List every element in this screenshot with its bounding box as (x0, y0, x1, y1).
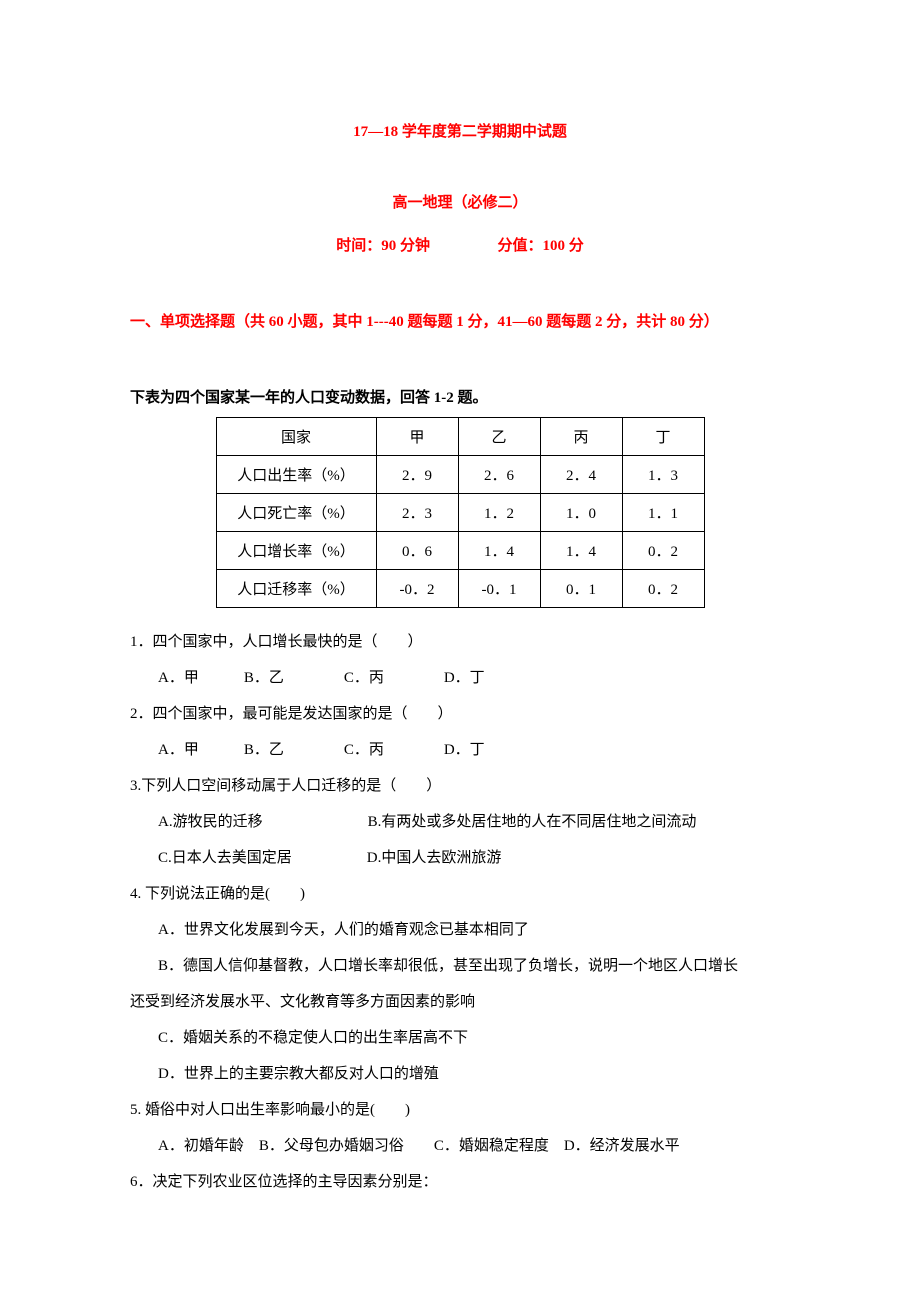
table-cell: 2．3 (376, 494, 458, 532)
question-options: A．甲 B．乙 C．丙 D．丁 (130, 660, 790, 696)
table-cell: -0．2 (376, 570, 458, 608)
table-row: 人口死亡率（%） 2．3 1．2 1．0 1．1 (216, 494, 704, 532)
question-option-line: A.游牧民的迁移 B.有两处或多处居住地的人在不同居住地之间流动 (130, 804, 790, 840)
table-cell: 1．1 (622, 494, 704, 532)
exam-score: 分值：100 分 (498, 238, 584, 254)
question-option-line: 还受到经济发展水平、文化教育等多方面因素的影响 (130, 984, 790, 1020)
question-block: 3.下列人口空间移动属于人口迁移的是（ ） A.游牧民的迁移 B.有两处或多处居… (130, 768, 790, 876)
question-block: 2．四个国家中，最可能是发达国家的是（ ） A．甲 B．乙 C．丙 D．丁 (130, 696, 790, 768)
table-cell: -0．1 (458, 570, 540, 608)
question-option-line: D．世界上的主要宗教大都反对人口的增殖 (130, 1056, 790, 1092)
table-cell: 0．1 (540, 570, 622, 608)
exam-time: 时间：90 分钟 (336, 238, 430, 254)
table-cell: 2．9 (376, 456, 458, 494)
question-option-line: C．婚姻关系的不稳定使人口的出生率居高不下 (130, 1020, 790, 1056)
table-cell: 人口死亡率（%） (216, 494, 376, 532)
question-text: 4. 下列说法正确的是( ) (130, 876, 790, 912)
table-cell: 0．2 (622, 532, 704, 570)
question-text: 3.下列人口空间移动属于人口迁移的是（ ） (130, 768, 790, 804)
table-cell: 人口迁移率（%） (216, 570, 376, 608)
table-cell: 1．4 (540, 532, 622, 570)
question-text: 5. 婚俗中对人口出生率影响最小的是( ) (130, 1092, 790, 1128)
table-cell: 1．4 (458, 532, 540, 570)
table-row: 人口增长率（%） 0．6 1．4 1．4 0．2 (216, 532, 704, 570)
section-header-mc: 一、单项选择题（共 60 小题，其中 1---40 题每题 1 分，41—60 … (130, 310, 790, 331)
question-text: 1．四个国家中，人口增长最快的是（ ） (130, 624, 790, 660)
question-text: 2．四个国家中，最可能是发达国家的是（ ） (130, 696, 790, 732)
question-block: 4. 下列说法正确的是( ) A．世界文化发展到今天，人们的婚育观念已基本相同了… (130, 876, 790, 1092)
question-option-line: A．世界文化发展到今天，人们的婚育观念已基本相同了 (130, 912, 790, 948)
table-header-cell: 丙 (540, 418, 622, 456)
exam-subject: 高一地理（必修二） (130, 191, 790, 212)
data-table: 国家 甲 乙 丙 丁 人口出生率（%） 2．9 2．6 2．4 1．3 人口死亡… (216, 417, 705, 608)
table-header-cell: 甲 (376, 418, 458, 456)
table-cell: 0．6 (376, 532, 458, 570)
table-cell: 2．4 (540, 456, 622, 494)
table-header-row: 国家 甲 乙 丙 丁 (216, 418, 704, 456)
question-options: A．甲 B．乙 C．丙 D．丁 (130, 732, 790, 768)
table-cell: 1．0 (540, 494, 622, 532)
exam-info: 时间：90 分钟 分值：100 分 (130, 234, 790, 255)
question-options: A．初婚年龄 B．父母包办婚姻习俗 C．婚姻稳定程度 D．经济发展水平 (130, 1128, 790, 1164)
exam-title: 17—18 学年度第二学期期中试题 (130, 120, 790, 141)
question-block: 1．四个国家中，人口增长最快的是（ ） A．甲 B．乙 C．丙 D．丁 (130, 624, 790, 696)
table-row: 人口迁移率（%） -0．2 -0．1 0．1 0．2 (216, 570, 704, 608)
question-option-line: B．德国人信仰基督教，人口增长率却很低，甚至出现了负增长，说明一个地区人口增长 (130, 948, 790, 984)
spacer (434, 238, 494, 254)
table-header-cell: 国家 (216, 418, 376, 456)
table-cell: 2．6 (458, 456, 540, 494)
table-cell: 人口出生率（%） (216, 456, 376, 494)
table-cell: 1．3 (622, 456, 704, 494)
table-intro: 下表为四个国家某一年的人口变动数据，回答 1-2 题。 (130, 386, 790, 407)
table-cell: 0．2 (622, 570, 704, 608)
table-header-cell: 乙 (458, 418, 540, 456)
table-header-cell: 丁 (622, 418, 704, 456)
table-cell: 1．2 (458, 494, 540, 532)
question-text: 6．决定下列农业区位选择的主导因素分别是： (130, 1164, 790, 1200)
table-row: 人口出生率（%） 2．9 2．6 2．4 1．3 (216, 456, 704, 494)
question-option-line: C.日本人去美国定居 D.中国人去欧洲旅游 (130, 840, 790, 876)
question-block: 6．决定下列农业区位选择的主导因素分别是： (130, 1164, 790, 1200)
question-block: 5. 婚俗中对人口出生率影响最小的是( ) A．初婚年龄 B．父母包办婚姻习俗 … (130, 1092, 790, 1164)
table-cell: 人口增长率（%） (216, 532, 376, 570)
